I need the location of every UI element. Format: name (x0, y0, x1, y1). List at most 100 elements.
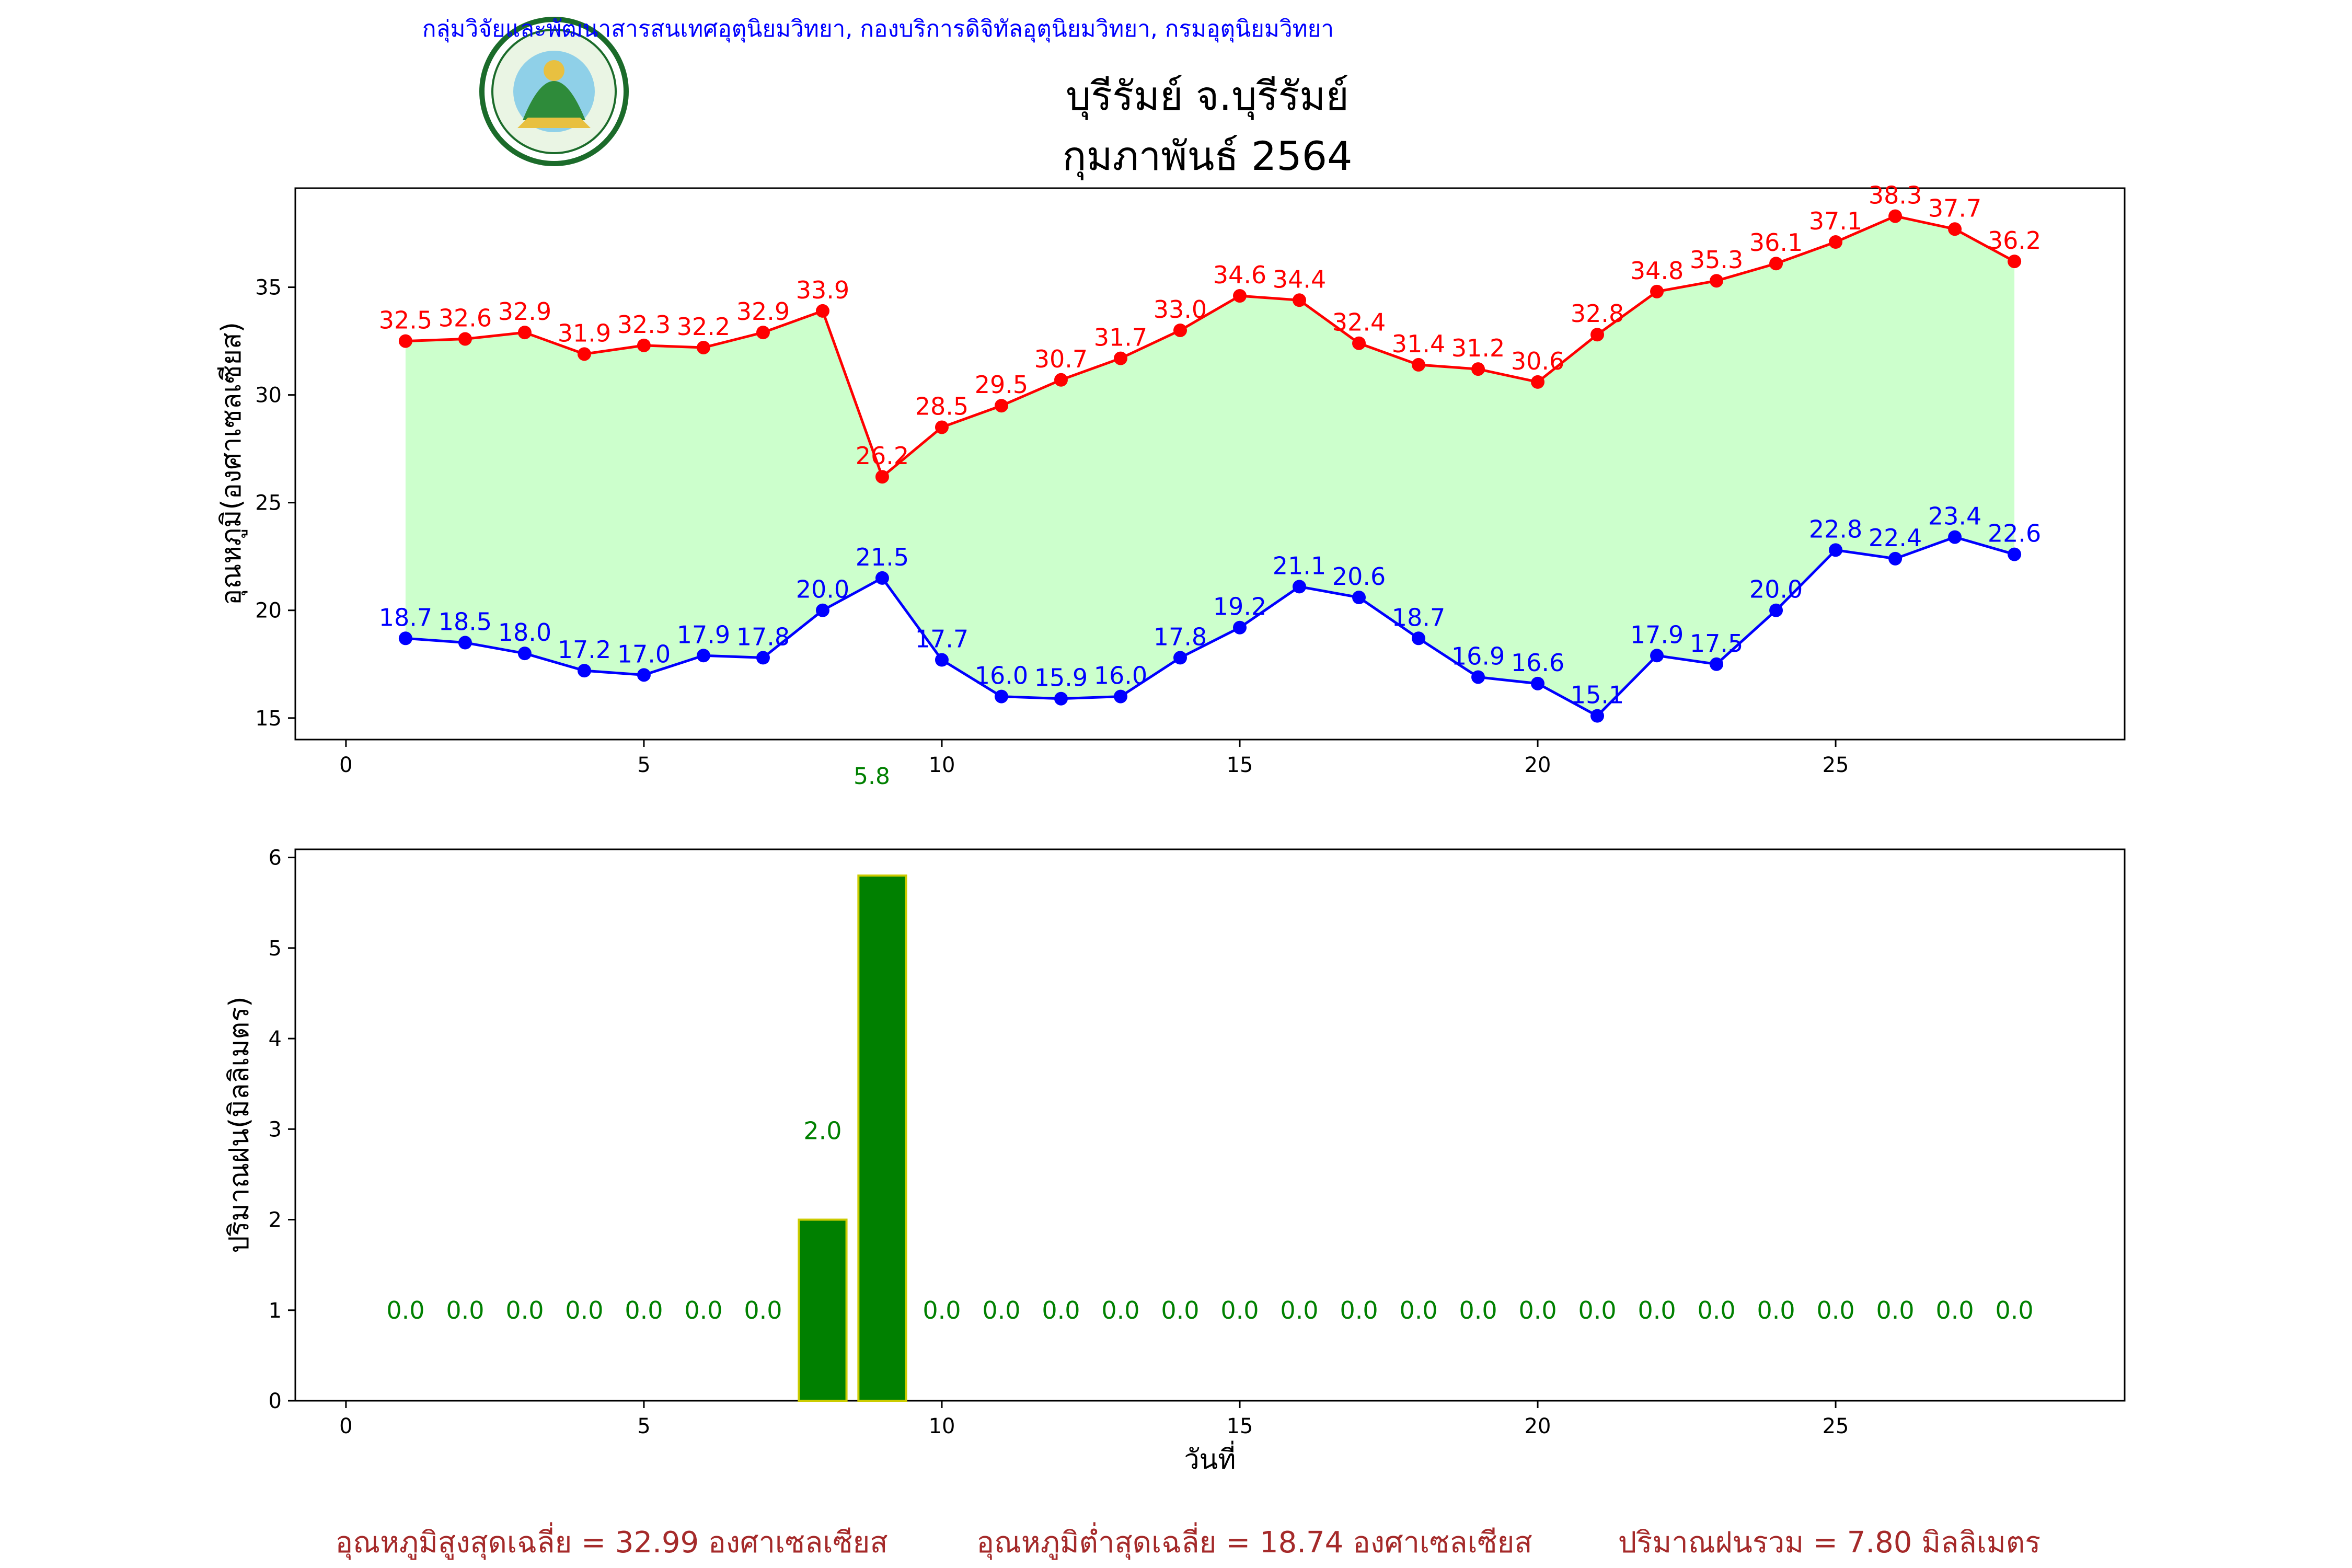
min-temp-point (637, 668, 651, 682)
max-temp-point (637, 338, 651, 352)
min-temp-label: 20.6 (1332, 562, 1386, 591)
y-tick-label: 30 (255, 384, 282, 408)
min-temp-label: 21.5 (856, 543, 909, 571)
min-temp-label: 18.5 (439, 608, 492, 636)
min-temp-point (1412, 631, 1426, 645)
min-temp-label: 18.7 (1392, 603, 1445, 631)
min-temp-point (1233, 620, 1247, 635)
max-temp-point (1531, 375, 1545, 389)
x-tick-label: 25 (1823, 753, 1849, 777)
min-temp-point (1471, 670, 1485, 684)
max-temp-point (935, 420, 949, 434)
rain-label: 2.0 (803, 1117, 841, 1145)
y-tick-label: 3 (269, 1117, 282, 1142)
min-temp-point (2008, 547, 2022, 561)
max-temp-line (405, 214, 2015, 479)
y-tick-label: 4 (269, 1027, 282, 1051)
x-tick-label: 20 (1525, 1414, 1551, 1438)
max-temp-label: 29.5 (975, 371, 1028, 399)
max-temp-point (1471, 362, 1485, 376)
temperature-fill (405, 216, 2015, 716)
max-temp-label: 32.8 (1571, 299, 1624, 328)
rain-bars: 0.00.00.00.00.00.00.02.05.80.00.00.00.00… (386, 874, 2034, 1402)
max-temp-label: 37.7 (1928, 194, 1981, 222)
max-temp-point (1173, 323, 1187, 337)
max-temp-point (458, 332, 472, 346)
max-temp-point (1412, 358, 1426, 372)
max-temp-label: 32.5 (379, 306, 432, 335)
rain-bar (857, 874, 907, 1402)
rain-xlabel: วันที่ (1184, 1440, 1236, 1475)
min-temp-point (1054, 691, 1068, 706)
min-temp-label: 15.9 (1034, 664, 1088, 692)
max-temp-label: 38.3 (1869, 181, 1922, 210)
max-temp-label: 31.4 (1392, 330, 1445, 358)
rain-axes: 0 5 10 15 20 25 0 1 2 3 4 5 6 (269, 846, 1849, 1438)
rain-label: 0.0 (1280, 1296, 1318, 1324)
rain-label: 0.0 (1757, 1296, 1795, 1324)
x-tick-label: 5 (637, 1414, 650, 1438)
y-tick-label: 15 (255, 707, 282, 731)
max-temp-label: 32.9 (498, 297, 551, 326)
rain-label: 0.0 (1578, 1296, 1616, 1324)
min-temp-label: 21.1 (1273, 551, 1326, 580)
y-tick-label: 5 (269, 937, 282, 961)
min-temp-label: 17.5 (1690, 629, 1743, 658)
rain-label: 0.0 (1459, 1296, 1497, 1324)
y-tick-label: 2 (269, 1208, 282, 1232)
rain-label: 0.0 (744, 1296, 782, 1324)
max-temp-point (1293, 293, 1307, 307)
min-temp-point (1352, 591, 1366, 605)
min-temp-point (815, 603, 829, 617)
max-temp-point (815, 304, 829, 318)
max-temp-label: 33.9 (796, 276, 849, 304)
max-temp-point (1113, 351, 1127, 365)
x-tick-label: 15 (1227, 753, 1253, 777)
rain-label: 0.0 (1399, 1296, 1437, 1324)
max-temp-point (398, 334, 412, 348)
max-temp-label: 32.4 (1332, 308, 1386, 337)
max-temp-point (1650, 284, 1664, 298)
max-temp-label: 26.2 (856, 442, 909, 470)
max-temp-label: 32.6 (439, 304, 492, 332)
max-temp-label: 31.9 (558, 319, 611, 347)
min-temp-point (517, 647, 532, 661)
rain-label: 0.0 (1340, 1296, 1378, 1324)
min-temp-label: 17.9 (1630, 620, 1684, 649)
summary-avg-min: อุณหภูมิต่ำสุดเฉลี่ย = 18.74 องศาเซลเซีย… (976, 1522, 1532, 1560)
min-temp-point (994, 689, 1008, 704)
rain-annotation: 5.8 (854, 763, 890, 790)
max-temp-label: 32.2 (677, 313, 730, 341)
max-temp-point (1769, 257, 1783, 271)
max-temp-label: 31.7 (1094, 324, 1147, 352)
x-tick-label: 0 (339, 753, 352, 777)
rain-label: 0.0 (1697, 1296, 1735, 1324)
max-temp-label: 32.3 (617, 310, 671, 339)
min-temp-label: 17.8 (1154, 622, 1207, 651)
min-temp-point (398, 631, 412, 645)
min-temp-label: 20.0 (796, 575, 849, 604)
min-temp-label: 23.4 (1928, 502, 1981, 531)
station-title: บุรีรัมย์ จ.บุรีรัมย์ (1066, 73, 1349, 120)
max-temp-label: 32.9 (736, 297, 790, 326)
rain-label: 0.0 (625, 1296, 663, 1324)
min-temp-label: 17.2 (558, 636, 611, 664)
min-temp-point (458, 636, 472, 650)
rain-ylabel: ปริมาณฝน(มิลลิเมตร) (224, 996, 255, 1253)
min-temp-label: 16.0 (1094, 662, 1147, 690)
rain-bar (798, 1218, 848, 1402)
rain-label: 0.0 (1996, 1296, 2034, 1324)
y-tick-label: 1 (269, 1299, 282, 1323)
min-temp-label: 17.9 (677, 620, 730, 649)
logo (479, 17, 629, 166)
y-tick-label: 0 (269, 1389, 282, 1413)
min-temp-point (756, 651, 770, 665)
min-temp-label: 22.4 (1869, 524, 1922, 552)
rain-label: 0.0 (386, 1296, 424, 1324)
max-temp-point (756, 326, 770, 340)
min-temp-point (935, 653, 949, 667)
rain-panel: 0.00.00.00.00.00.00.02.05.80.00.00.00.00… (224, 846, 2126, 1475)
max-temp-point (2008, 255, 2022, 269)
